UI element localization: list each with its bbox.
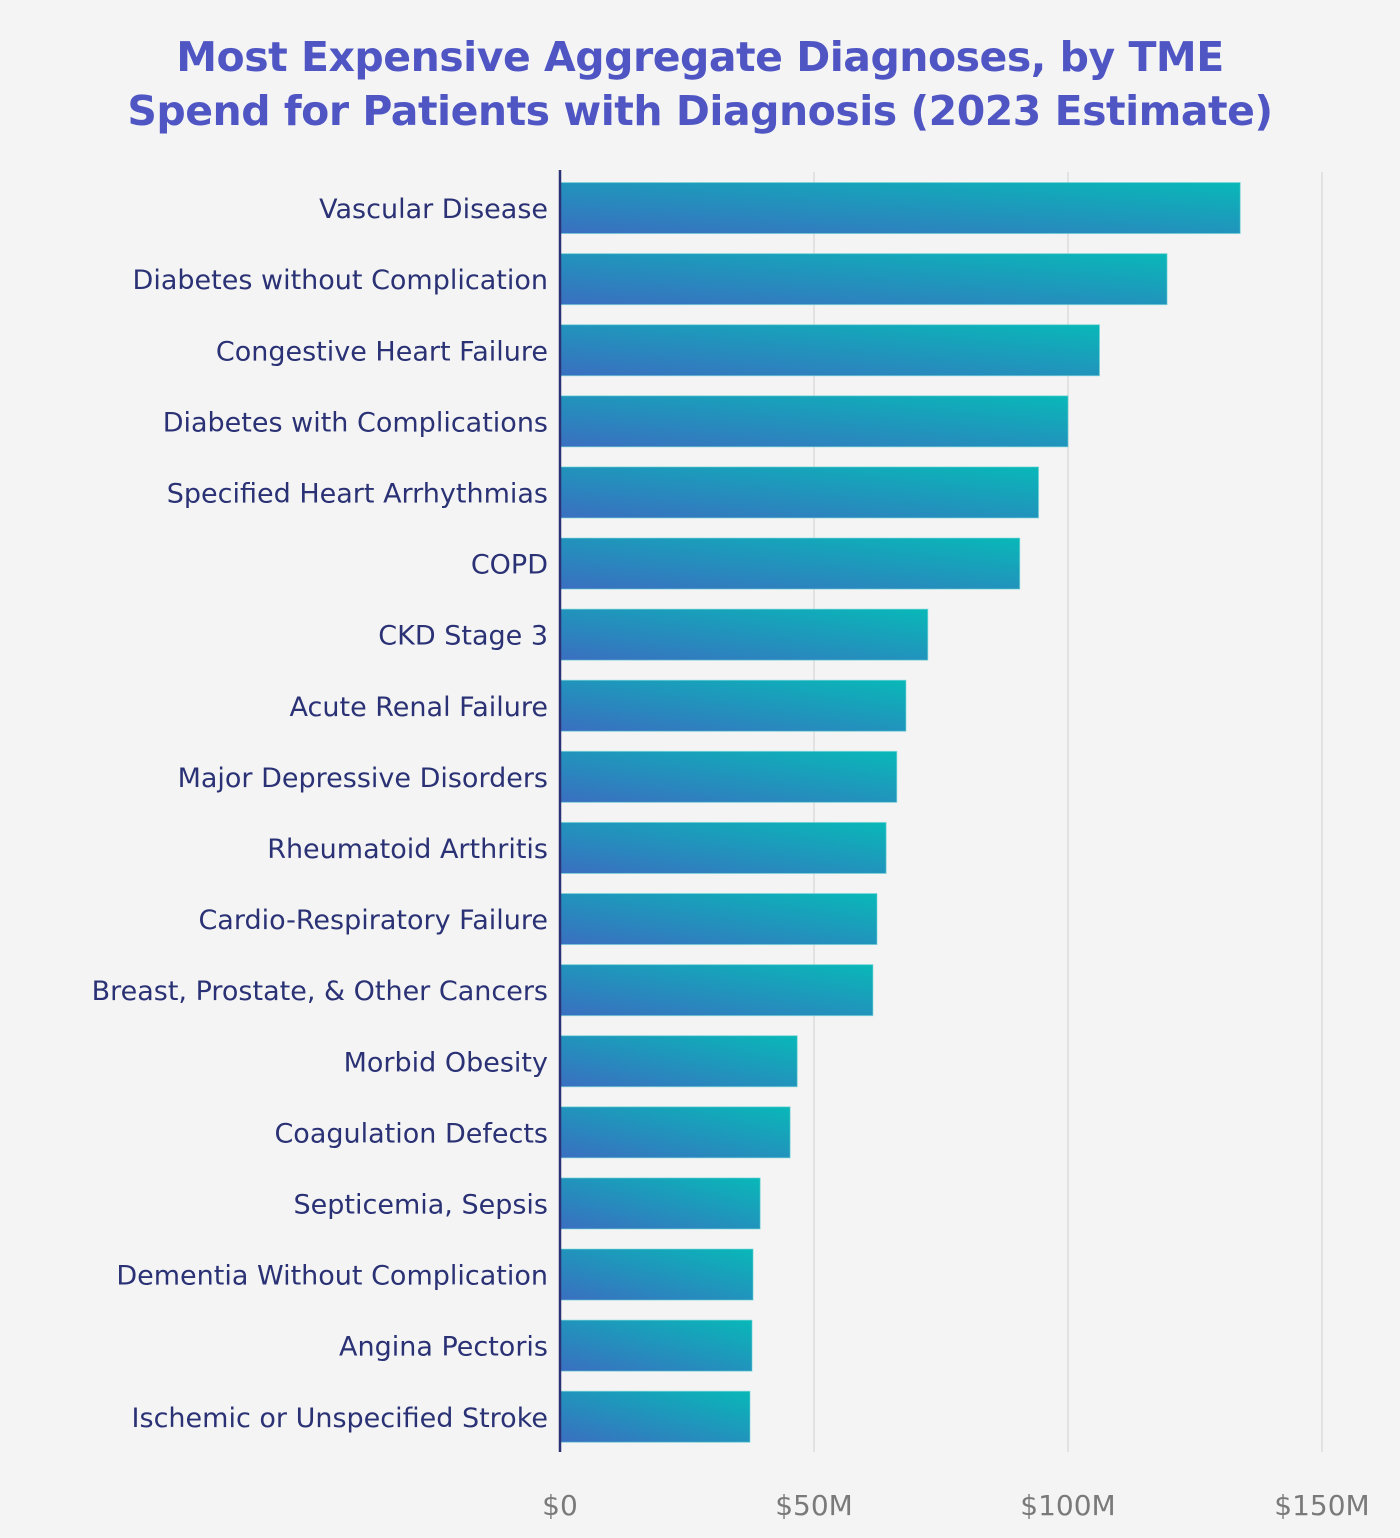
bar (559, 1106, 791, 1159)
category-label: Congestive Heart Failure (216, 336, 548, 367)
bar (559, 964, 874, 1017)
category-label: COPD (471, 550, 548, 581)
bar (559, 608, 929, 661)
bar (559, 821, 887, 874)
x-tick-label: $50M (775, 1489, 853, 1522)
category-label: Specified Heart Arrhythmias (167, 478, 548, 509)
category-label: Dementia Without Complication (116, 1261, 548, 1292)
category-label: Breast, Prostate, & Other Cancers (92, 976, 548, 1007)
gridlines (813, 172, 1323, 1452)
bar (559, 1035, 798, 1088)
bar (559, 893, 878, 946)
bar (559, 182, 1241, 235)
category-label: Angina Pectoris (339, 1332, 548, 1363)
category-label: Cardio-Respiratory Failure (198, 905, 548, 936)
category-label: CKD Stage 3 (378, 621, 548, 652)
bar (559, 466, 1040, 519)
category-label: Coagulation Defects (274, 1118, 548, 1149)
category-label: Diabetes with Complications (163, 407, 548, 438)
category-label: Septicemia, Sepsis (294, 1189, 548, 1220)
category-label: Ischemic or Unspecified Stroke (132, 1403, 548, 1434)
category-label: Rheumatoid Arthritis (267, 834, 548, 865)
bar (559, 537, 1021, 590)
x-axis-ticks: $0 $50M $100M $150M (542, 1489, 1370, 1522)
category-label: Diabetes without Complication (133, 265, 548, 296)
bar (559, 324, 1100, 377)
chart-title: Most Expensive Aggregate Diagnoses, by T… (0, 30, 1400, 138)
bar (559, 1319, 753, 1372)
bar (559, 1248, 754, 1301)
bars (559, 182, 1241, 1443)
category-labels: Vascular Disease Diabetes without Complic… (92, 194, 548, 1434)
category-label: Morbid Obesity (344, 1047, 548, 1078)
bar (559, 253, 1168, 306)
bar (559, 395, 1069, 448)
category-label: Acute Renal Failure (290, 692, 548, 723)
category-label: Vascular Disease (319, 194, 548, 225)
category-label: Major Depressive Disorders (178, 763, 548, 794)
x-tick-label: $150M (1274, 1489, 1369, 1522)
bar (559, 1390, 751, 1443)
bar (559, 679, 907, 732)
bar (559, 750, 898, 803)
bar (559, 1177, 761, 1230)
x-tick-label: $100M (1020, 1489, 1115, 1522)
chart-title-line-2: Spend for Patients with Diagnosis (2023 … (127, 87, 1273, 135)
chart-title-line-1: Most Expensive Aggregate Diagnoses, by T… (176, 33, 1224, 81)
x-tick-label: $0 (542, 1489, 578, 1522)
